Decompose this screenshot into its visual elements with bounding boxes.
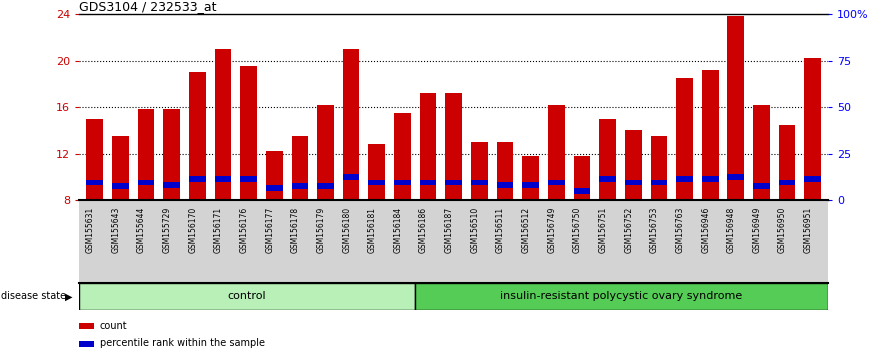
Text: GSM156171: GSM156171 [214, 207, 223, 253]
Bar [189, 72, 205, 200]
Bar [804, 58, 821, 200]
Text: GSM156184: GSM156184 [394, 207, 403, 253]
Bar [753, 105, 770, 200]
Bar [394, 180, 411, 185]
Bar [79, 324, 94, 329]
Text: GSM156180: GSM156180 [342, 207, 352, 253]
Text: GSM156186: GSM156186 [419, 207, 428, 253]
Bar [446, 93, 462, 200]
Bar [471, 180, 488, 185]
Text: GSM156753: GSM156753 [650, 207, 659, 253]
Bar [215, 49, 231, 200]
Bar [343, 174, 359, 180]
Bar [112, 183, 129, 189]
Bar [112, 136, 129, 200]
Text: GSM156510: GSM156510 [470, 207, 479, 253]
Text: GSM156512: GSM156512 [522, 207, 530, 253]
Text: GSM156511: GSM156511 [496, 207, 505, 253]
Text: GSM156181: GSM156181 [367, 207, 377, 253]
Bar [522, 182, 539, 188]
Text: GSM156751: GSM156751 [598, 207, 608, 253]
Text: GSM156178: GSM156178 [291, 207, 300, 253]
Bar [574, 156, 590, 200]
Bar [625, 130, 641, 200]
Bar [548, 105, 565, 200]
Bar [446, 180, 462, 185]
Bar [677, 176, 692, 182]
Text: GSM156179: GSM156179 [316, 207, 325, 253]
Bar [650, 180, 667, 185]
Bar [419, 93, 436, 200]
Text: GSM156950: GSM156950 [778, 207, 787, 253]
Text: GSM156946: GSM156946 [701, 207, 710, 253]
Bar [497, 142, 514, 200]
Text: GSM156948: GSM156948 [727, 207, 736, 253]
Text: GSM156187: GSM156187 [445, 207, 454, 253]
Bar [574, 188, 590, 194]
Text: GSM155729: GSM155729 [163, 207, 172, 253]
Bar [215, 176, 231, 182]
Bar [368, 144, 385, 200]
Text: GSM156752: GSM156752 [625, 207, 633, 253]
Bar [415, 283, 828, 310]
Text: GSM155644: GSM155644 [137, 207, 146, 253]
Bar [394, 113, 411, 200]
Bar [471, 142, 488, 200]
Bar [548, 180, 565, 185]
Bar [368, 180, 385, 185]
Bar [599, 176, 616, 182]
Text: GSM156750: GSM156750 [573, 207, 582, 253]
Text: insulin-resistant polycystic ovary syndrome: insulin-resistant polycystic ovary syndr… [500, 291, 743, 302]
Bar [317, 183, 334, 189]
Bar [292, 183, 308, 189]
Bar [292, 136, 308, 200]
Text: GSM156749: GSM156749 [547, 207, 556, 253]
Bar [625, 180, 641, 185]
Bar [753, 183, 770, 189]
Bar [728, 174, 744, 180]
Bar [779, 180, 796, 185]
Bar [241, 67, 257, 200]
Bar [163, 182, 180, 188]
Bar [419, 180, 436, 185]
Text: GSM155631: GSM155631 [85, 207, 94, 253]
Text: GSM156176: GSM156176 [240, 207, 248, 253]
Bar [266, 151, 283, 200]
Bar [266, 185, 283, 191]
Bar [804, 176, 821, 182]
Bar [779, 125, 796, 200]
Text: GSM156951: GSM156951 [803, 207, 813, 253]
Text: GDS3104 / 232533_at: GDS3104 / 232533_at [79, 0, 217, 13]
Bar [79, 341, 94, 347]
Text: ▶: ▶ [65, 291, 73, 302]
Text: percentile rank within the sample: percentile rank within the sample [100, 338, 265, 348]
Bar [189, 176, 205, 182]
Bar [522, 156, 539, 200]
Bar [677, 78, 692, 200]
Text: GSM155643: GSM155643 [111, 207, 121, 253]
Bar [702, 70, 719, 200]
Bar [86, 180, 103, 185]
Bar [702, 176, 719, 182]
Bar [497, 182, 514, 188]
Bar [137, 180, 154, 185]
Text: GSM156170: GSM156170 [189, 207, 197, 253]
Text: GSM156949: GSM156949 [752, 207, 761, 253]
Bar [137, 109, 154, 200]
Bar [241, 176, 257, 182]
Bar [163, 109, 180, 200]
Bar [317, 105, 334, 200]
Bar [86, 119, 103, 200]
Text: GSM156177: GSM156177 [265, 207, 274, 253]
Text: GSM156763: GSM156763 [676, 207, 685, 253]
Bar [343, 49, 359, 200]
Text: count: count [100, 320, 128, 331]
Bar [728, 17, 744, 200]
Bar [79, 283, 415, 310]
Bar [599, 119, 616, 200]
Text: control: control [228, 291, 266, 302]
Bar [650, 136, 667, 200]
Text: disease state: disease state [1, 291, 66, 302]
